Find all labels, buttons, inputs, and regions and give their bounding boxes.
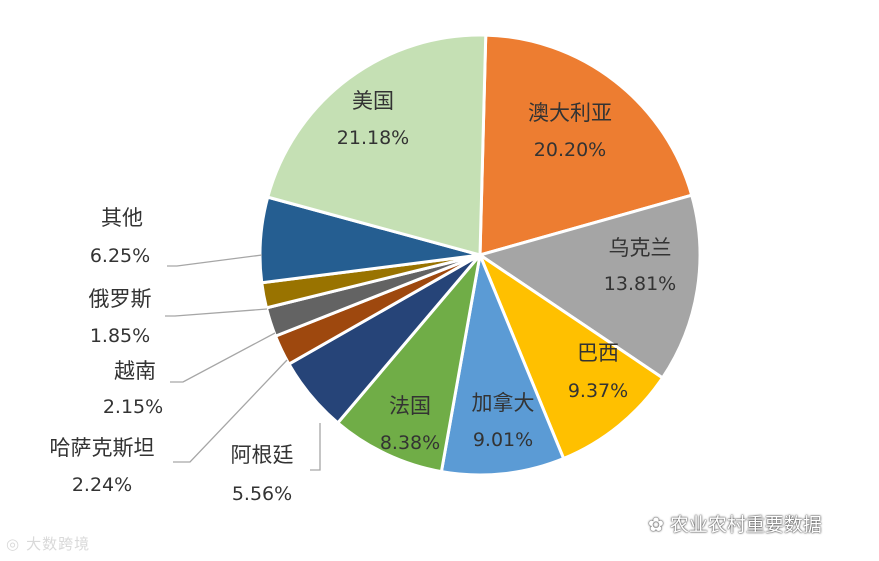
slice-percent-label: 9.37% xyxy=(568,380,628,402)
pie-slice xyxy=(439,253,566,477)
slice-percent-label: 13.81% xyxy=(604,273,676,295)
wechat-icon: ✿ xyxy=(648,514,664,536)
slice-name-label: 美国 xyxy=(352,89,394,113)
slice-name-label: 阿根廷 xyxy=(231,443,294,467)
slice-name-label: 巴西 xyxy=(577,341,619,365)
watermark-right-text: 农业农村重要数据 xyxy=(669,514,822,536)
slice-name-label: 乌克兰 xyxy=(609,236,672,260)
slice-percent-label: 5.56% xyxy=(232,483,292,505)
watermark-left-text: 大数跨境 xyxy=(26,535,91,553)
pie-slice xyxy=(478,33,694,257)
pie-slice xyxy=(478,253,665,460)
slice-name-label: 法国 xyxy=(389,394,431,418)
leader-line xyxy=(165,308,268,317)
leader-line xyxy=(173,359,288,463)
leader-line xyxy=(167,254,263,267)
slice-name-label: 哈萨克斯坦 xyxy=(50,436,155,460)
slice-name-label: 越南 xyxy=(114,359,156,383)
slice-percent-label: 6.25% xyxy=(90,245,150,267)
pie-slice xyxy=(478,193,702,380)
watermark-right: ✿ 农业农村重要数据 xyxy=(648,510,822,537)
slice-percent-label: 21.18% xyxy=(337,127,409,149)
pie-slice xyxy=(266,33,488,257)
slice-percent-label: 2.24% xyxy=(72,474,132,496)
leader-line xyxy=(310,423,321,471)
slice-name-label: 加拿大 xyxy=(472,391,535,415)
logo-icon: ◎ xyxy=(6,535,21,553)
pie-slice xyxy=(336,253,482,474)
slice-name-label: 澳大利亚 xyxy=(528,101,612,125)
slice-percent-label: 2.15% xyxy=(103,396,163,418)
pie-slices xyxy=(258,33,702,477)
slice-percent-label: 1.85% xyxy=(90,325,150,347)
slice-name-label: 俄罗斯 xyxy=(89,287,152,311)
slice-percent-label: 8.38% xyxy=(380,432,440,454)
watermark-left: ◎ 大数跨境 xyxy=(6,533,90,554)
slice-name-label: 其他 xyxy=(101,206,143,230)
leader-lines xyxy=(165,254,321,471)
leader-line xyxy=(170,332,276,383)
slice-percent-label: 9.01% xyxy=(473,429,533,451)
slice-percent-label: 20.20% xyxy=(534,139,606,161)
slice-labels: 澳大利亚 20.20% 乌克兰 13.81% 巴西 9.37% 加拿大 9.01% 法国 8.38… xyxy=(50,89,677,505)
